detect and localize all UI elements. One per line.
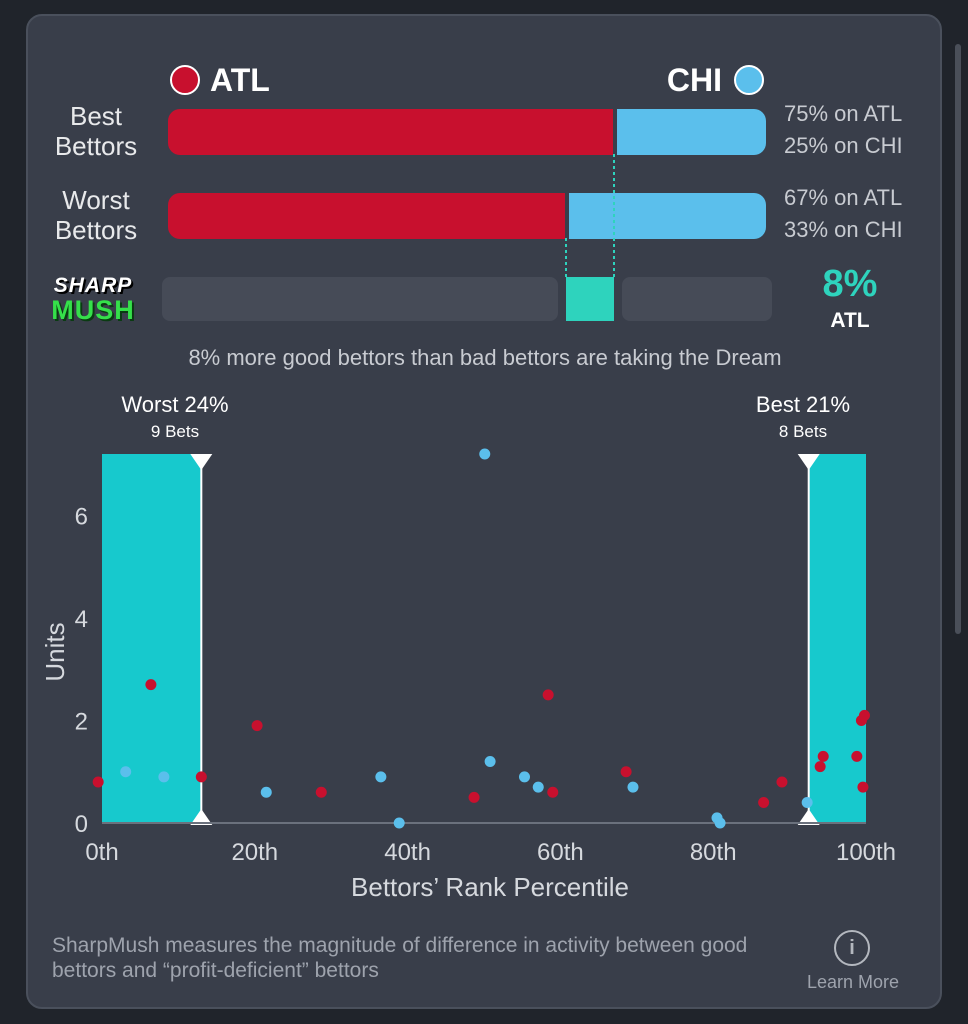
- best-region-sublabel: 8 Bets: [779, 422, 827, 441]
- chi-point[interactable]: [627, 781, 639, 793]
- atl-point[interactable]: [620, 766, 632, 778]
- worst-label-line1: Worst: [62, 185, 130, 215]
- logo-line1: SHARP: [53, 274, 133, 297]
- best-bettors-label: Best Bettors: [36, 101, 156, 161]
- difference-track-right: [622, 277, 772, 321]
- x-axis-label: Bettors’ Rank Percentile: [351, 872, 629, 902]
- atl-point[interactable]: [857, 781, 869, 793]
- x-tick-label: 100th: [836, 839, 896, 866]
- best-bottom-marker[interactable]: [797, 809, 820, 825]
- scatter-chart: Worst 24% 9 Bets Best 21% 8 Bets 0 2 4 6 0t…: [40, 392, 896, 902]
- x-tick-label: 0th: [85, 839, 118, 866]
- logo-line2: MUSH: [51, 295, 135, 325]
- atl-color-dot: [170, 65, 200, 95]
- best-label-line2: Bettors: [54, 131, 138, 161]
- worst-region: [102, 454, 202, 823]
- chi-point[interactable]: [518, 771, 530, 783]
- best-chi-segment: [617, 109, 766, 155]
- y-tick-label: 2: [75, 709, 88, 736]
- best-label-line1: Best: [69, 101, 123, 131]
- chi-point[interactable]: [479, 448, 491, 460]
- atl-point[interactable]: [758, 797, 770, 808]
- best-bettors-bar: [168, 109, 766, 155]
- bar-divider: [613, 109, 617, 155]
- x-tick-label: 40th: [384, 839, 431, 866]
- difference-segment: [566, 277, 614, 321]
- best-atl-segment: [168, 109, 613, 155]
- right-team-name: CHI: [666, 62, 722, 98]
- y-tick-label: 6: [75, 504, 88, 531]
- bar-divider: [565, 193, 569, 239]
- difference-connectors: [565, 154, 615, 278]
- atl-point[interactable]: [547, 786, 559, 798]
- best-atl-pct: 75% on ATL: [784, 101, 903, 126]
- worst-atl-segment: [168, 193, 565, 239]
- atl-point[interactable]: [195, 771, 207, 783]
- scrollbar[interactable]: [955, 44, 961, 634]
- atl-point[interactable]: [814, 761, 826, 773]
- chi-point[interactable]: [714, 817, 726, 829]
- worst-top-marker[interactable]: [190, 454, 213, 470]
- sharp-team: ATL: [830, 309, 870, 332]
- best-top-marker[interactable]: [797, 454, 820, 470]
- x-ticks: 0th 20th 40th 60th 80th 100th: [85, 839, 896, 866]
- atl-point[interactable]: [145, 679, 157, 691]
- chi-point[interactable]: [532, 781, 544, 793]
- learn-more-link[interactable]: Learn More: [806, 972, 900, 992]
- difference-track-left: [162, 277, 558, 321]
- atl-point[interactable]: [817, 750, 829, 762]
- chi-point[interactable]: [375, 771, 387, 783]
- y-axis-label: Units: [40, 622, 70, 681]
- worst-chi-segment: [569, 193, 766, 239]
- atl-point[interactable]: [851, 750, 863, 762]
- y-tick-label: 0: [75, 811, 88, 838]
- chi-point[interactable]: [120, 766, 132, 778]
- chi-point[interactable]: [393, 817, 405, 829]
- chi-point[interactable]: [260, 786, 272, 798]
- atl-point[interactable]: [542, 689, 554, 701]
- worst-region-label: Worst 24%: [121, 392, 228, 417]
- x-tick-label: 20th: [231, 839, 278, 866]
- atl-point[interactable]: [251, 720, 263, 732]
- best-chi-pct: 25% on CHI: [784, 133, 903, 158]
- chi-point[interactable]: [484, 756, 496, 767]
- chi-point[interactable]: [158, 771, 170, 783]
- sharpmush-logo: SHARP MUSH: [34, 274, 152, 325]
- worst-chi-pct: 33% on CHI: [784, 217, 903, 242]
- x-tick-label: 60th: [537, 839, 584, 866]
- worst-bettors-label: Worst Bettors: [36, 185, 156, 245]
- worst-bottom-marker[interactable]: [190, 809, 213, 825]
- atl-point[interactable]: [315, 786, 327, 798]
- y-ticks: 0 2 4 6: [75, 504, 88, 839]
- info-icon[interactable]: i: [834, 930, 870, 966]
- worst-label-line2: Bettors: [54, 215, 138, 245]
- chi-color-dot: [734, 65, 764, 95]
- sharp-percentage: 8%: [822, 263, 878, 305]
- x-tick-label: 80th: [690, 839, 737, 866]
- worst-bettors-bar: [168, 193, 766, 239]
- data-points: [92, 448, 870, 829]
- y-tick-label: 4: [75, 606, 88, 633]
- atl-point[interactable]: [468, 791, 480, 803]
- atl-point[interactable]: [776, 776, 788, 788]
- worst-atl-pct: 67% on ATL: [784, 185, 903, 210]
- best-region-label: Best 21%: [756, 392, 850, 417]
- summary-text: 8% more good bettors than bad bettors ar…: [188, 345, 782, 370]
- footer-description: SharpMush measures the magnitude of diff…: [52, 934, 748, 982]
- left-team-name: ATL: [210, 62, 270, 98]
- atl-point[interactable]: [858, 709, 870, 721]
- chi-point[interactable]: [801, 797, 813, 808]
- worst-region-sublabel: 9 Bets: [151, 422, 199, 441]
- atl-point[interactable]: [92, 776, 104, 788]
